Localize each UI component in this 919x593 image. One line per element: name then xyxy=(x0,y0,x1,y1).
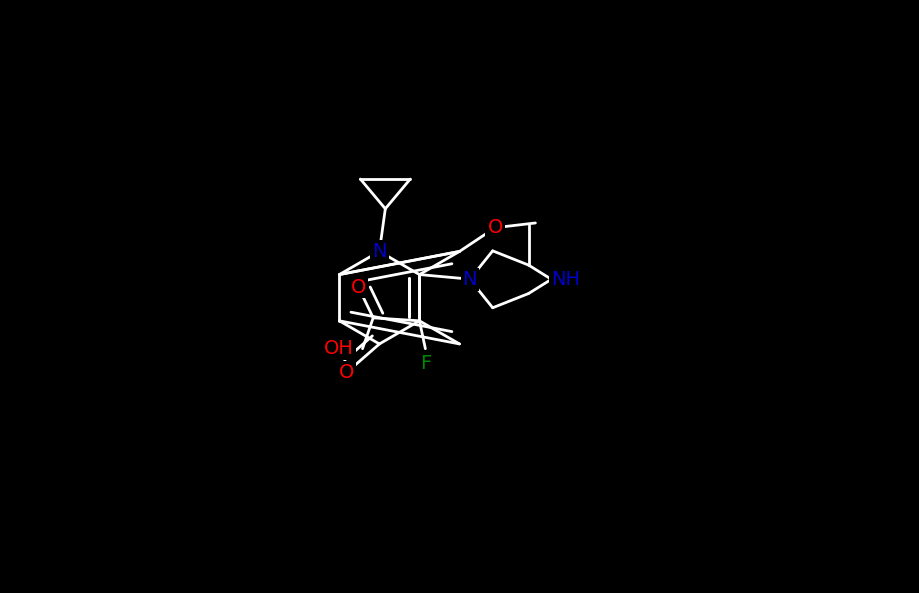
Text: N: N xyxy=(462,270,477,289)
Text: OH: OH xyxy=(323,339,354,358)
Text: O: O xyxy=(339,363,355,382)
Text: N: N xyxy=(372,242,387,261)
Text: F: F xyxy=(420,354,431,373)
Text: O: O xyxy=(487,218,503,237)
Text: NH: NH xyxy=(551,270,581,289)
Text: O: O xyxy=(351,278,366,296)
